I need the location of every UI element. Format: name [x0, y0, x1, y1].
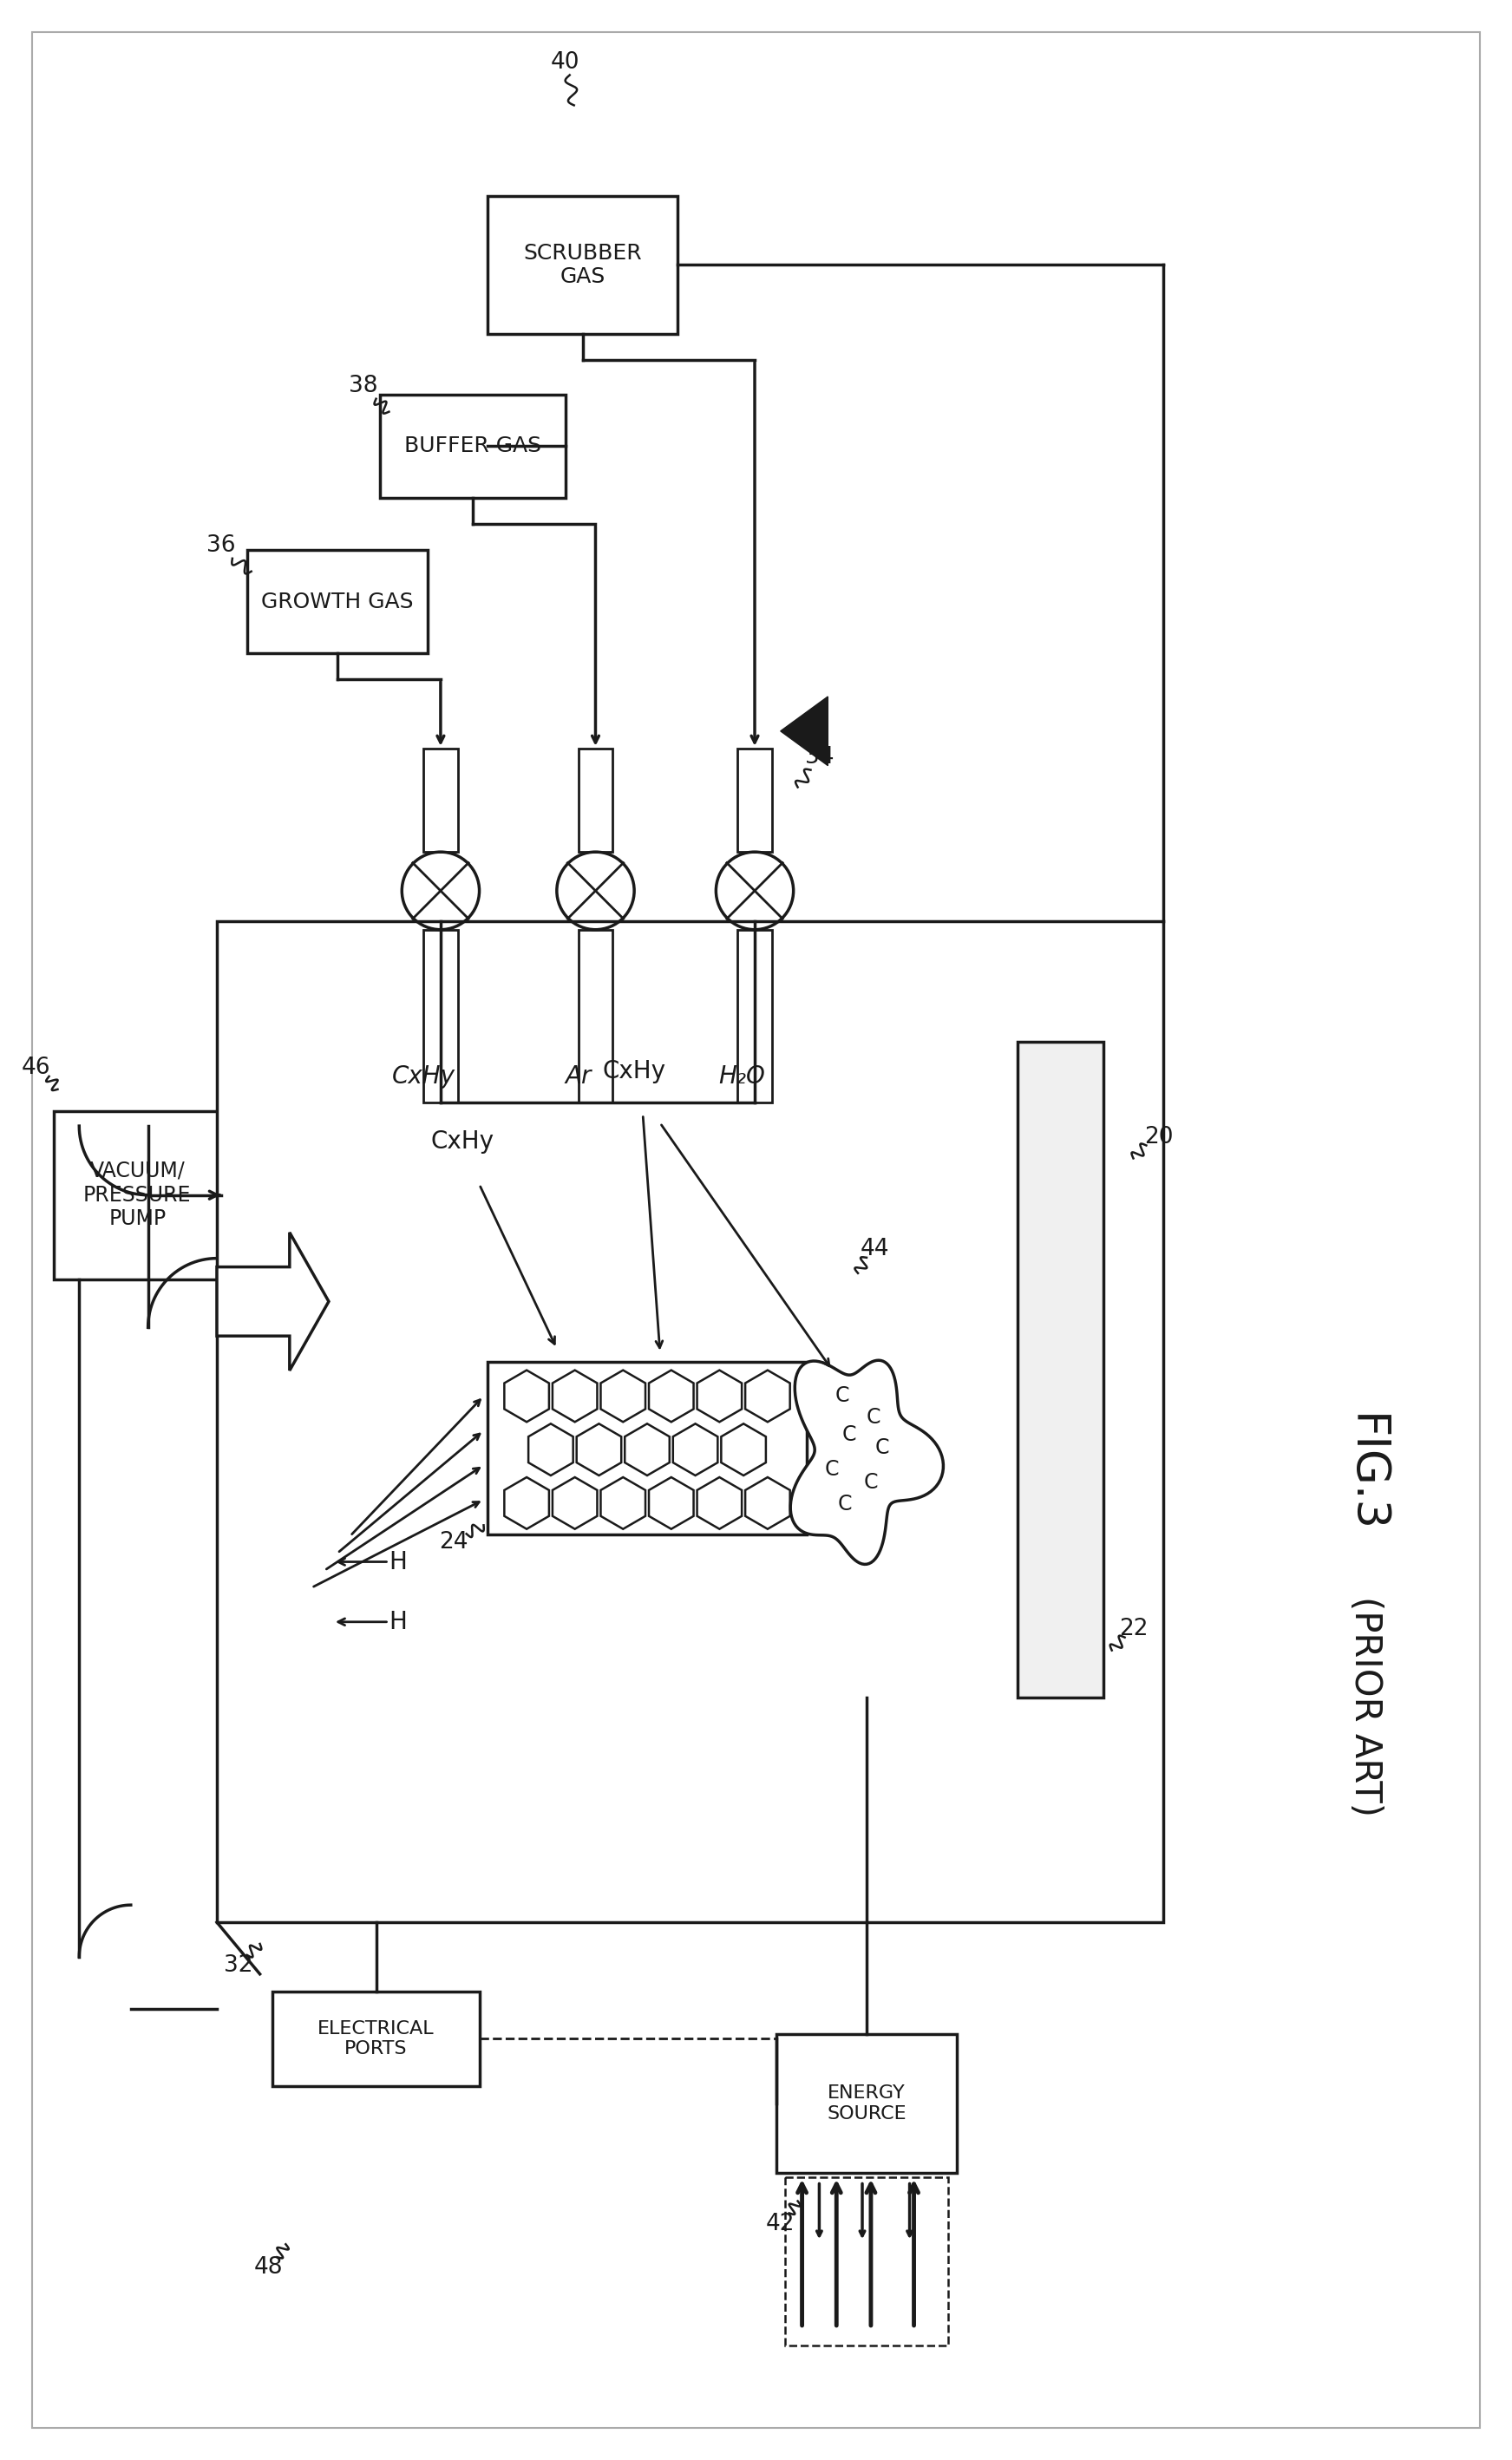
Text: CxHy: CxHy: [603, 1060, 665, 1082]
Text: C: C: [838, 1493, 853, 1515]
Text: 38: 38: [349, 374, 378, 396]
Text: Ar: Ar: [565, 1065, 591, 1087]
Text: (PRIOR ART): (PRIOR ART): [1347, 1597, 1383, 1815]
Text: H: H: [389, 1550, 407, 1574]
Text: C: C: [863, 1471, 878, 1493]
Text: C: C: [866, 1407, 880, 1429]
Text: CxHy: CxHy: [431, 1129, 494, 1154]
Polygon shape: [216, 1232, 328, 1370]
Bar: [216, 920, 1163, 1921]
Bar: [246, 551, 428, 654]
Bar: [738, 748, 773, 851]
Text: 24: 24: [438, 1530, 469, 1555]
Text: 40: 40: [550, 52, 581, 74]
Bar: [272, 1990, 479, 2086]
Text: FIG.3: FIG.3: [1343, 1414, 1388, 1533]
Text: CxHy: CxHy: [392, 1065, 455, 1087]
Text: ELECTRICAL
PORTS: ELECTRICAL PORTS: [318, 2020, 434, 2057]
Text: ENERGY
SOURCE: ENERGY SOURCE: [827, 2084, 906, 2123]
Text: SCRUBBER
GAS: SCRUBBER GAS: [523, 244, 643, 288]
Text: GROWTH GAS: GROWTH GAS: [262, 590, 413, 613]
Bar: [776, 2034, 957, 2172]
Text: 20: 20: [1145, 1127, 1173, 1149]
Bar: [381, 394, 565, 497]
Text: 32: 32: [224, 1953, 253, 1978]
Text: VACUUM/
PRESSURE
PUMP: VACUUM/ PRESSURE PUMP: [83, 1161, 191, 1230]
Text: 44: 44: [860, 1237, 889, 1260]
Bar: [578, 748, 612, 851]
Text: C: C: [842, 1424, 856, 1446]
Polygon shape: [780, 696, 829, 765]
Text: 22: 22: [1119, 1619, 1148, 1641]
Text: 42: 42: [767, 2214, 795, 2236]
Text: C: C: [875, 1437, 889, 1459]
Bar: [488, 197, 677, 335]
Bar: [738, 930, 773, 1102]
Text: 48: 48: [254, 2256, 283, 2278]
Text: H: H: [389, 1609, 407, 1633]
Text: 34: 34: [804, 745, 833, 768]
Bar: [578, 930, 612, 1102]
Polygon shape: [791, 1360, 943, 1565]
Bar: [1018, 1043, 1104, 1697]
Bar: [53, 1112, 221, 1279]
Text: BUFFER GAS: BUFFER GAS: [404, 435, 541, 458]
Text: C: C: [826, 1459, 839, 1481]
Bar: [423, 748, 458, 851]
Text: 46: 46: [21, 1055, 51, 1080]
Bar: [423, 930, 458, 1102]
Text: C: C: [835, 1385, 850, 1407]
Bar: [488, 1360, 806, 1535]
Bar: [785, 2177, 948, 2344]
Text: 36: 36: [207, 534, 236, 556]
Text: H₂O: H₂O: [718, 1065, 765, 1087]
